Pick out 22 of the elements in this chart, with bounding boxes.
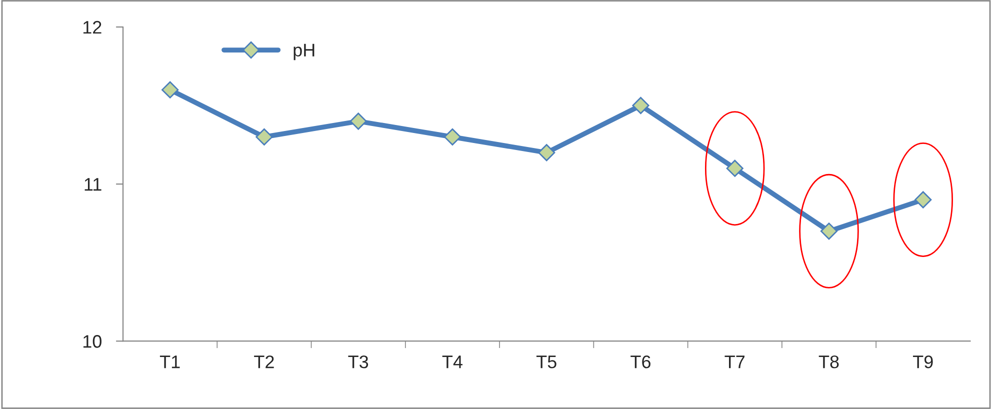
x-tick-label: T4 [442, 356, 462, 368]
x-tick-label: T2 [254, 355, 274, 368]
point [162, 81, 179, 98]
x-tick-label: T6 [630, 355, 650, 368]
point [726, 160, 744, 177]
x-tick-label: T1 [160, 356, 180, 368]
x-tick-label: T9 [912, 355, 933, 368]
x-tick-label: T7 [724, 356, 744, 368]
point [632, 96, 650, 114]
point [538, 144, 556, 162]
point [256, 128, 273, 146]
point [914, 191, 932, 208]
x-tick-label: T5 [536, 356, 556, 368]
point [350, 112, 367, 130]
x-tick-label: T3 [348, 355, 368, 368]
legend-label: pH [294, 44, 314, 60]
point [444, 128, 462, 146]
y-tick-label: 12 [83, 20, 102, 34]
x-tick-label: T8 [818, 355, 839, 368]
y-tick-label: 10 [83, 335, 102, 348]
point [820, 222, 838, 240]
y-tick-label: 11 [84, 178, 102, 191]
